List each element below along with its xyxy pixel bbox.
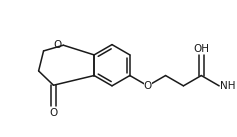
Text: NH: NH [220, 81, 236, 91]
Text: O: O [53, 40, 61, 50]
Text: O: O [144, 81, 152, 91]
Text: O: O [49, 108, 58, 118]
Text: OH: OH [193, 44, 209, 54]
